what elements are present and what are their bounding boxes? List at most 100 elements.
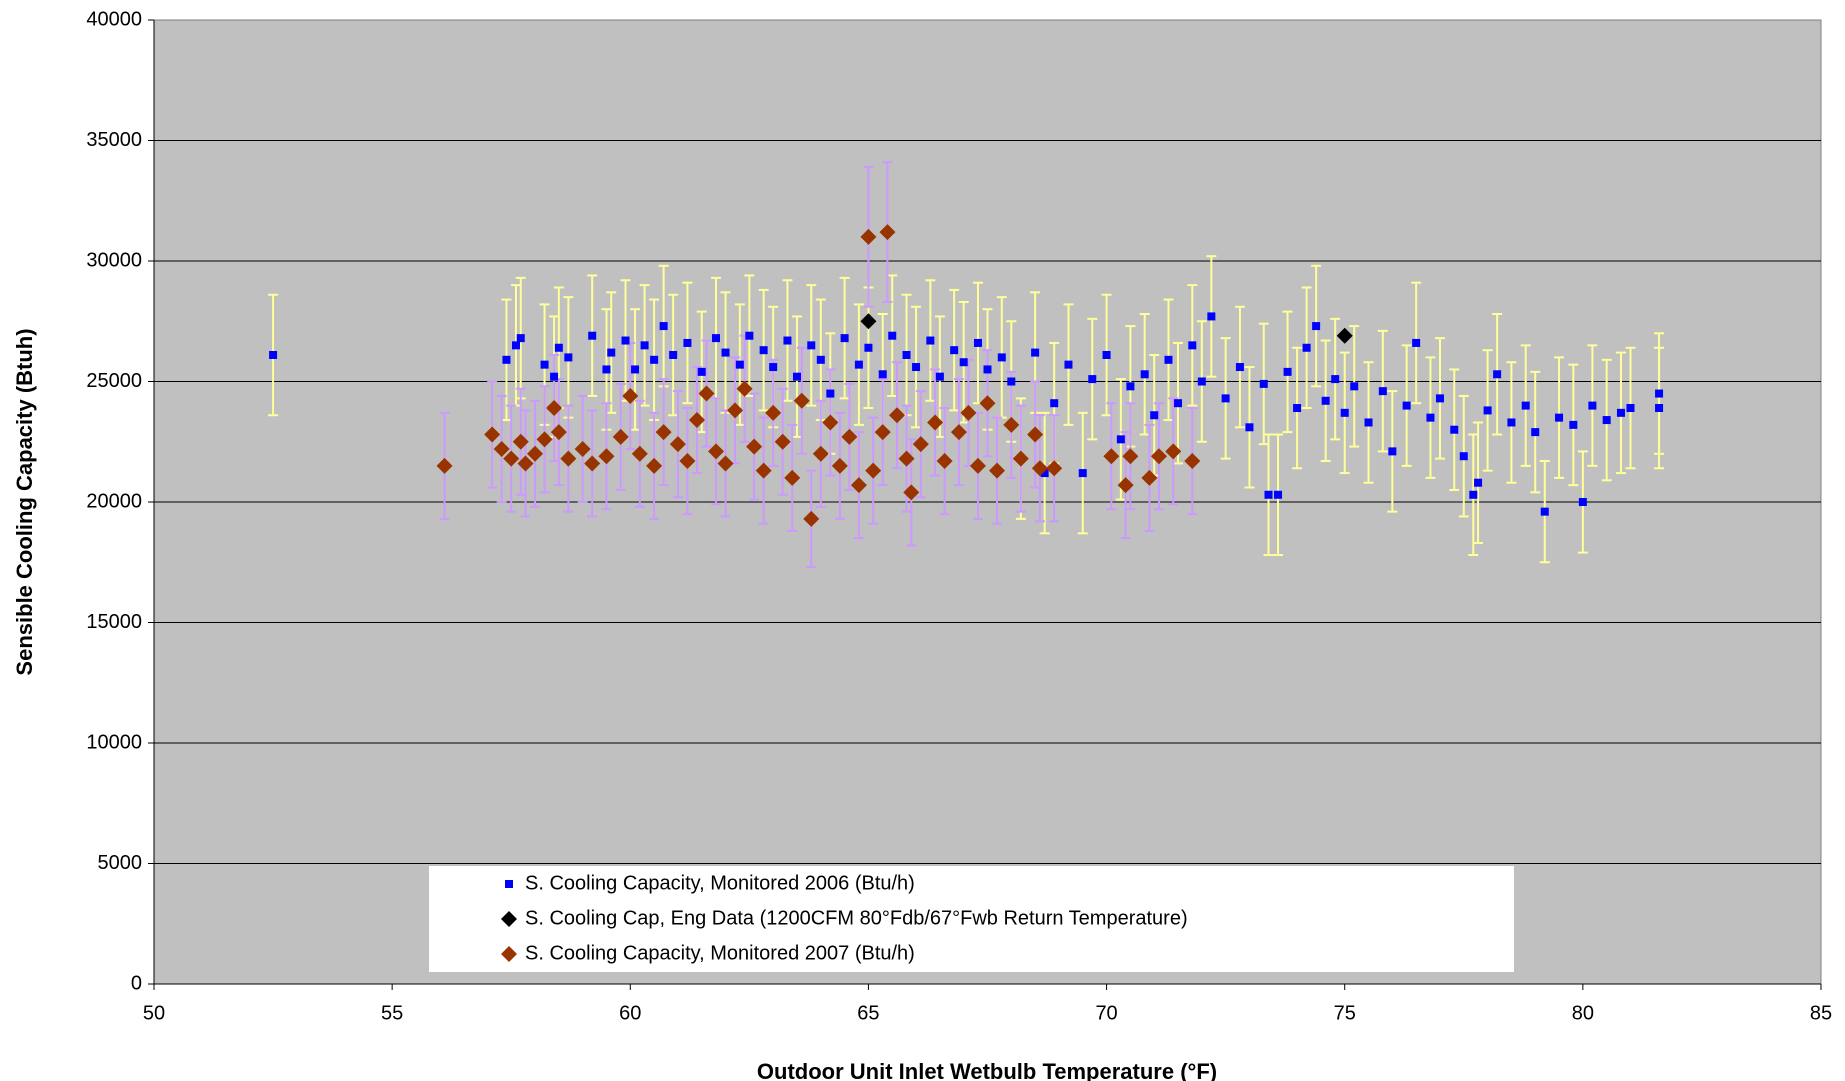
point xyxy=(669,350,678,359)
point xyxy=(1197,377,1206,386)
x-tick-label: 70 xyxy=(1095,1002,1117,1024)
point xyxy=(1474,478,1483,487)
point xyxy=(1336,327,1353,344)
point xyxy=(746,438,763,455)
point xyxy=(1412,338,1421,347)
point xyxy=(436,457,453,474)
point xyxy=(1626,404,1635,413)
point xyxy=(1602,416,1611,425)
point xyxy=(1531,428,1540,437)
point xyxy=(755,462,772,479)
point xyxy=(1312,322,1321,331)
y-tick-label: 10000 xyxy=(86,731,142,753)
point xyxy=(1331,375,1340,384)
point xyxy=(622,387,639,404)
point xyxy=(527,445,544,462)
point xyxy=(865,462,882,479)
point xyxy=(640,341,649,350)
point xyxy=(1184,453,1201,470)
point xyxy=(1274,490,1283,499)
point xyxy=(1150,448,1167,465)
point xyxy=(1350,382,1359,391)
point xyxy=(860,313,877,330)
point xyxy=(759,346,768,355)
point xyxy=(927,414,944,431)
point xyxy=(1221,394,1230,403)
point xyxy=(1655,389,1664,398)
point xyxy=(1321,396,1330,405)
legend-label: S. Cooling Cap, Eng Data (1200CFM 80°Fdb… xyxy=(525,907,1188,929)
y-tick-label: 20000 xyxy=(86,490,142,512)
y-tick-label: 25000 xyxy=(86,370,142,392)
point xyxy=(1283,367,1292,376)
point xyxy=(517,455,534,472)
point xyxy=(560,450,577,467)
point xyxy=(831,457,848,474)
point xyxy=(1578,498,1587,506)
point xyxy=(812,445,829,462)
point xyxy=(503,450,520,467)
point xyxy=(683,338,692,347)
point xyxy=(1521,401,1530,410)
point xyxy=(822,414,839,431)
point xyxy=(1007,377,1016,386)
point xyxy=(792,372,801,381)
point xyxy=(1293,404,1302,413)
point xyxy=(1050,399,1059,408)
point xyxy=(989,462,1006,479)
point xyxy=(1426,413,1435,422)
point xyxy=(550,372,559,381)
x-tick-label: 85 xyxy=(1810,1002,1832,1024)
x-axis-title: Outdoor Unit Inlet Wetbulb Temperature (… xyxy=(757,1059,1217,1081)
point xyxy=(1164,355,1173,364)
point xyxy=(1103,448,1120,465)
legend-label: S. Cooling Capacity, Monitored 2007 (Btu… xyxy=(525,942,915,964)
x-tick-label: 65 xyxy=(857,1002,879,1024)
point xyxy=(912,363,921,372)
point xyxy=(1507,418,1516,427)
point xyxy=(960,404,977,421)
point xyxy=(1302,343,1311,352)
point xyxy=(950,346,959,355)
point xyxy=(1140,370,1149,379)
point xyxy=(1264,490,1273,499)
point xyxy=(612,428,629,445)
point xyxy=(1141,469,1158,486)
point xyxy=(1540,507,1549,516)
point xyxy=(1078,469,1087,478)
point xyxy=(511,341,520,350)
point xyxy=(807,341,816,350)
point xyxy=(864,343,873,352)
y-axis-title: Sensible Cooling Capacity (Btuh) xyxy=(12,328,37,675)
point xyxy=(669,436,686,453)
point xyxy=(769,363,778,372)
point xyxy=(889,407,906,424)
point xyxy=(1040,469,1049,478)
legend-marker xyxy=(505,880,513,888)
point xyxy=(512,433,529,450)
point xyxy=(697,367,706,376)
point xyxy=(841,428,858,445)
point xyxy=(959,358,968,367)
point xyxy=(735,360,744,369)
point xyxy=(727,402,744,419)
point xyxy=(607,348,616,357)
point xyxy=(584,455,601,472)
point xyxy=(1122,448,1139,465)
point xyxy=(1483,406,1492,415)
y-tick-label: 30000 xyxy=(86,249,142,271)
point xyxy=(1126,382,1135,391)
point xyxy=(816,355,825,364)
point xyxy=(1165,443,1182,460)
point xyxy=(1569,420,1578,429)
point xyxy=(1031,460,1048,477)
point xyxy=(564,353,573,362)
point xyxy=(973,338,982,347)
point xyxy=(1207,312,1216,321)
legend-marker xyxy=(501,946,517,962)
point xyxy=(269,350,278,359)
point xyxy=(898,450,915,467)
point xyxy=(554,343,563,352)
point xyxy=(936,453,953,470)
